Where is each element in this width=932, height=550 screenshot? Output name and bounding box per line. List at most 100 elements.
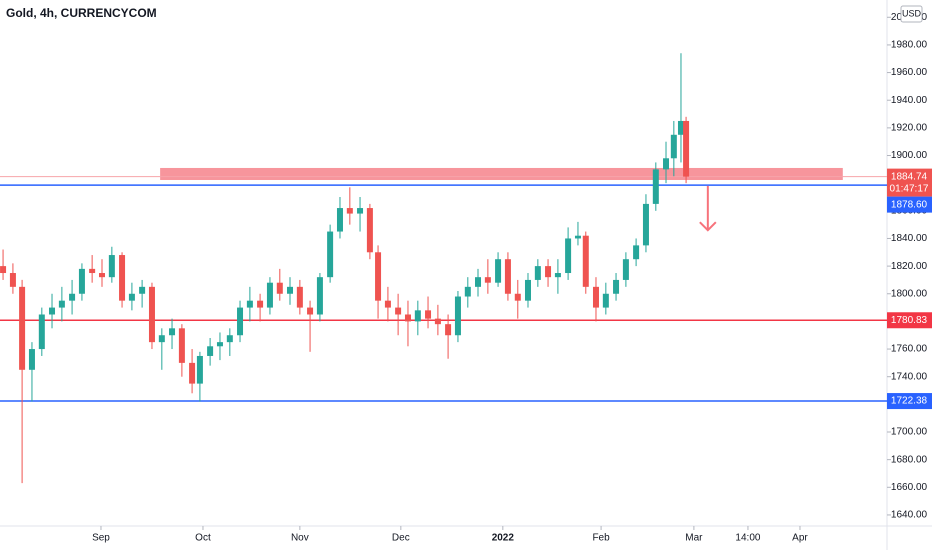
countdown-label: 01:47:17 <box>890 183 929 194</box>
candle-body <box>375 252 382 301</box>
candle-body <box>19 286 26 370</box>
candle-body <box>296 286 303 308</box>
candle-body <box>357 208 364 214</box>
candle-body <box>384 300 391 308</box>
x-tick-label: Oct <box>195 533 211 544</box>
candle-body <box>266 282 273 308</box>
candle-body <box>28 349 35 370</box>
level-label-box <box>887 312 932 329</box>
candle-body <box>565 238 572 274</box>
candle-body <box>574 235 581 239</box>
candle-body <box>582 235 589 287</box>
candle-body <box>425 310 432 319</box>
candle-body <box>128 293 135 301</box>
y-tick-label: 1660.00 <box>891 482 928 493</box>
candle-body <box>49 307 56 315</box>
candle-body <box>237 307 244 336</box>
candle-body <box>226 335 233 343</box>
candle-body <box>216 342 223 347</box>
candle-body <box>207 346 214 356</box>
currency-box <box>900 5 923 23</box>
y-tick-label: 1940.00 <box>891 95 928 106</box>
x-tick-label: 14:00 <box>735 533 760 544</box>
candle-body <box>495 259 502 283</box>
candle-body <box>158 335 165 343</box>
candle-body <box>58 300 65 308</box>
x-tick-label: Apr <box>792 533 808 544</box>
candle-body <box>346 208 353 214</box>
candle-body <box>404 314 411 322</box>
candle-body <box>327 231 334 278</box>
last-price-box <box>887 168 932 197</box>
candle-body <box>445 324 452 336</box>
candle-body <box>534 266 541 280</box>
candle-body <box>178 328 185 363</box>
arrow-head <box>699 221 717 232</box>
candle-body <box>108 255 115 278</box>
level-label: 1780.83 <box>891 315 928 326</box>
candle-body <box>246 300 253 308</box>
candle-body <box>683 120 690 177</box>
candle-body <box>622 259 629 280</box>
candle-body <box>336 208 343 232</box>
candle-body <box>38 314 45 350</box>
candle-body <box>189 362 196 384</box>
currency-label: USD <box>902 8 922 18</box>
resistance-zone <box>160 167 843 180</box>
y-tick-label: 1840.00 <box>891 233 928 244</box>
last-price-label: 1884.74 <box>891 171 928 182</box>
y-tick-label: 1680.00 <box>891 454 928 465</box>
level-label-box <box>887 196 932 213</box>
candle-body <box>554 273 561 278</box>
candle-body <box>677 120 684 135</box>
x-tick-label: 2022 <box>492 533 515 544</box>
candle-body <box>633 245 640 260</box>
level-label: 1878.60 <box>891 199 928 210</box>
x-tick-label: Nov <box>291 533 309 544</box>
candle-body <box>613 279 620 294</box>
candle-body <box>287 286 294 294</box>
candle-body <box>196 355 203 384</box>
level-label-box <box>887 393 932 410</box>
candle-body <box>670 134 677 159</box>
candle-body <box>524 279 531 301</box>
candle-body <box>464 286 471 297</box>
y-tick-label: 1960.00 <box>891 67 928 78</box>
y-tick-label: 1640.00 <box>891 510 928 521</box>
y-tick-label: 1820.00 <box>891 261 928 272</box>
y-tick-label: 1900.00 <box>891 150 928 161</box>
candle-body <box>414 310 421 322</box>
candle-body <box>307 307 314 315</box>
chart-title: Gold, 4h, CURRENCYCOM <box>6 6 157 20</box>
y-tick-label: 1800.00 <box>891 288 928 299</box>
candle-body <box>69 293 76 301</box>
candle-body <box>475 277 482 287</box>
candle-body <box>0 266 7 274</box>
candle-body <box>652 169 659 204</box>
candle-body <box>276 282 283 294</box>
candle-body <box>395 307 402 315</box>
y-tick-label: 1700.00 <box>891 427 928 438</box>
candle-body <box>504 259 511 294</box>
candle-body <box>434 318 441 325</box>
x-tick-label: Sep <box>92 533 110 544</box>
y-tick-label: 1760.00 <box>891 344 928 355</box>
candle-body <box>9 273 16 287</box>
candle-body <box>366 208 373 253</box>
candle-body <box>89 268 96 274</box>
candle-body <box>257 300 264 308</box>
candle-body <box>316 277 323 315</box>
candle-body <box>78 268 85 294</box>
candle-body <box>545 266 552 278</box>
candle-body <box>139 286 146 294</box>
x-tick-label: Mar <box>685 533 703 544</box>
x-tick-label: Dec <box>392 533 410 544</box>
candle-body <box>454 296 461 336</box>
candle-body <box>602 293 609 308</box>
y-tick-label: 1980.00 <box>891 40 928 51</box>
candle-body <box>98 273 105 278</box>
y-tick-label: 1920.00 <box>891 123 928 134</box>
candle-body <box>169 328 176 336</box>
candle-body <box>663 158 670 170</box>
